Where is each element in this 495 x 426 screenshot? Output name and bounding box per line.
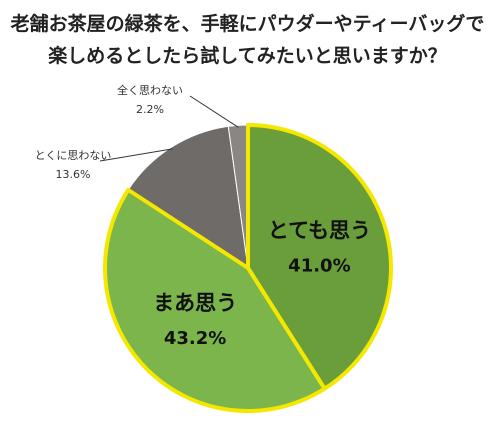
leader-line-2 xyxy=(99,148,173,162)
slice-value-0: 41.0% xyxy=(288,255,350,276)
pie-slice-1 xyxy=(103,187,327,413)
leader-lines xyxy=(99,95,239,162)
pie-slice-2 xyxy=(127,125,249,269)
slice-label-0: とても思う xyxy=(268,218,371,242)
slice-label-3: 全く思わない xyxy=(117,83,183,97)
leader-line-3 xyxy=(189,95,239,128)
slice-value-3: 2.2% xyxy=(136,103,164,116)
slice-value-1: 43.2% xyxy=(164,328,226,349)
chart-title: 老舗お茶屋の緑茶を、手軽にパウダーやティーバッグで 楽しめるとしたら試してみたい… xyxy=(10,13,485,67)
slice-value-2: 13.6% xyxy=(56,168,91,181)
slice-labels: とても思う 41.0% まあ思う 43.2% とくに思わない 13.6% 全く思わない 2.2… xyxy=(35,83,371,349)
slice-label-1: まあ思う xyxy=(153,291,237,315)
pie-slices xyxy=(103,123,393,413)
slice-label-2: とくに思わない xyxy=(35,149,112,162)
